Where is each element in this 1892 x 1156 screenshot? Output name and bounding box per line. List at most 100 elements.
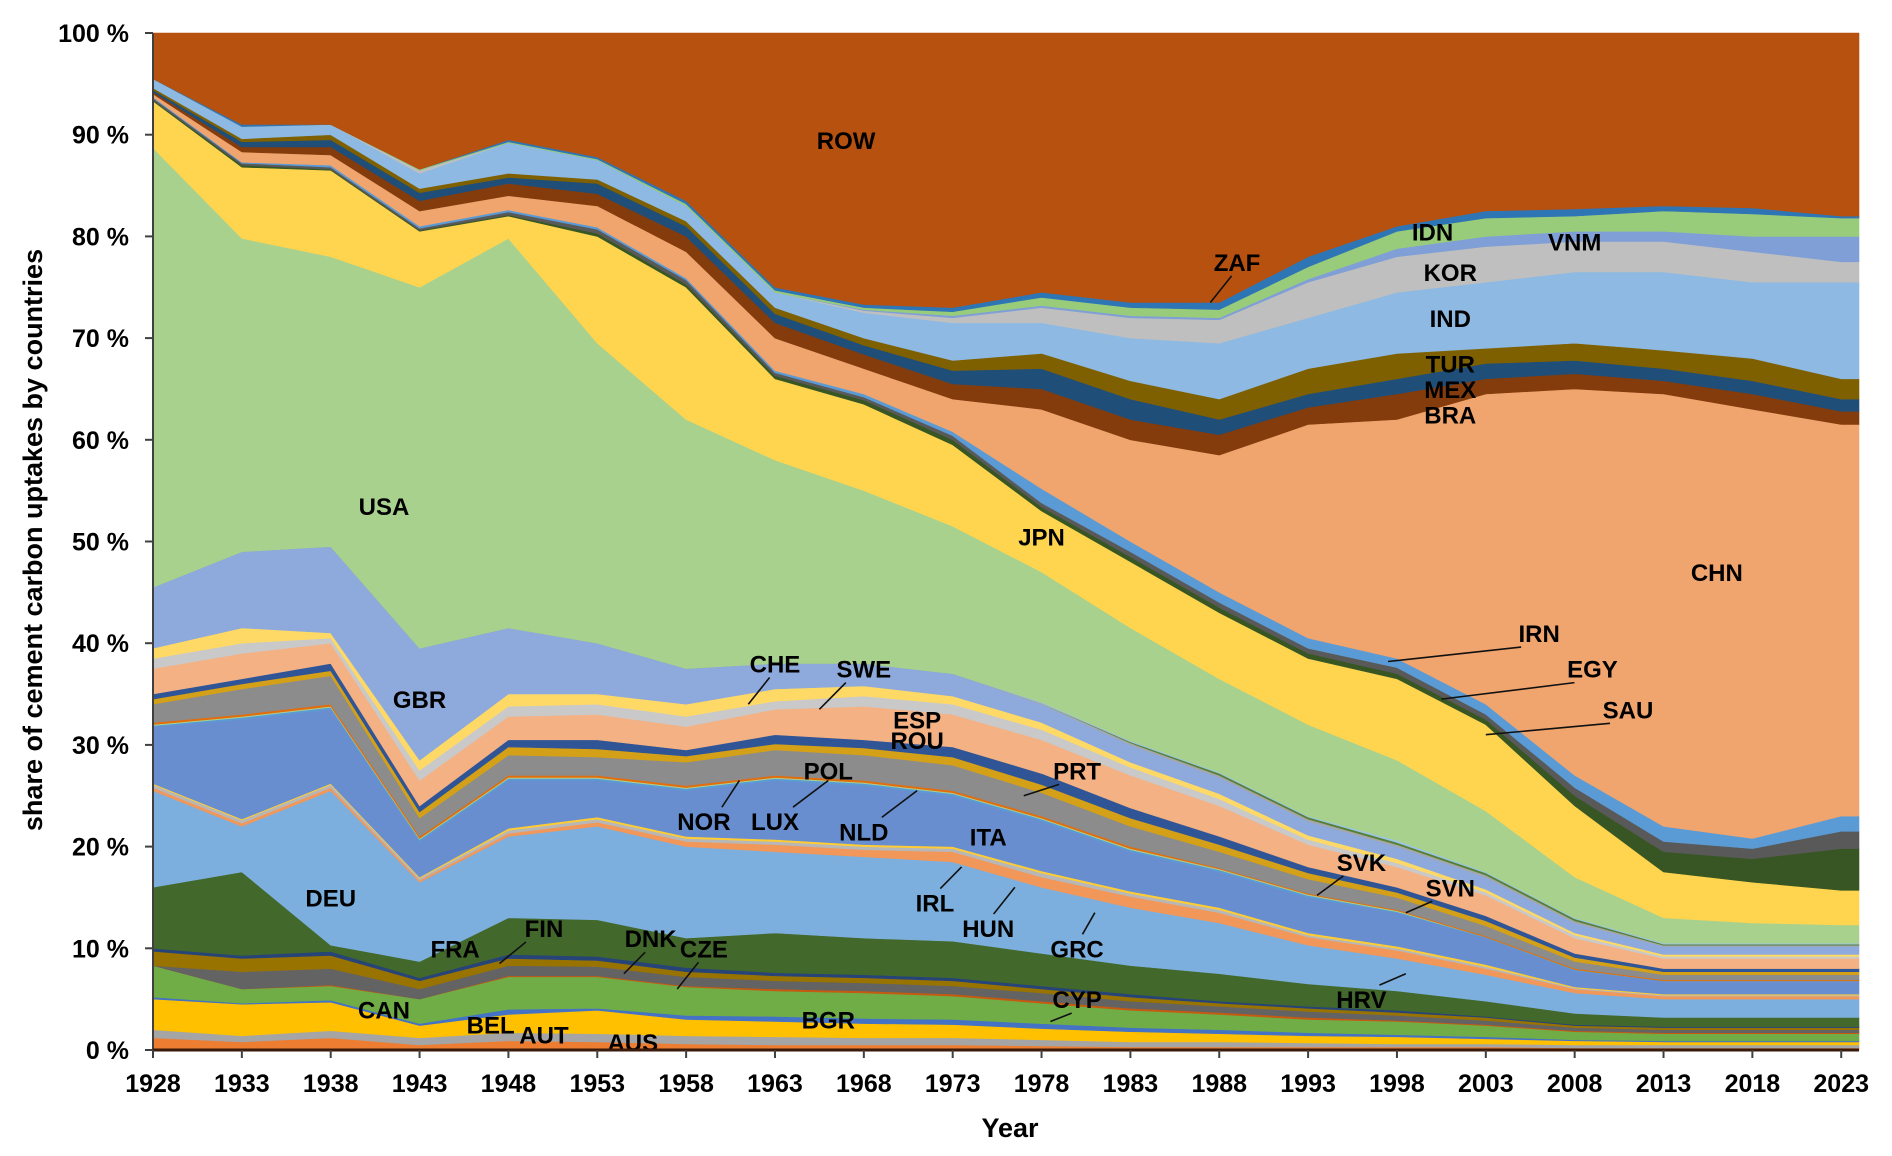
- leader-line-svn: [1405, 900, 1433, 914]
- y-tick-label: 60 %: [72, 427, 129, 455]
- area-label-swe: SWE: [836, 657, 891, 684]
- x-tick-label: 1938: [303, 1070, 359, 1098]
- x-tick-label: 2018: [1725, 1070, 1781, 1098]
- area-label-aut: AUT: [519, 1023, 569, 1050]
- leader-line-irn: [1387, 646, 1522, 663]
- area-label-irl: IRL: [916, 891, 955, 918]
- label-leader-lines: [499, 275, 1611, 1023]
- x-tick-label: 1983: [1103, 1070, 1159, 1098]
- leader-line-svk: [1316, 875, 1344, 897]
- area-label-fra: FRA: [430, 936, 479, 963]
- y-tick-label: 10 %: [72, 935, 129, 963]
- area-label-jpn: JPN: [1018, 524, 1065, 551]
- x-tick-label: 1928: [125, 1070, 181, 1098]
- area-label-deu: DEU: [305, 885, 356, 912]
- area-label-zaf: ZAF: [1214, 250, 1261, 277]
- leader-line-grc: [1081, 912, 1096, 935]
- area-label-che: CHE: [750, 652, 801, 679]
- area-label-bra: BRA: [1424, 402, 1476, 429]
- leader-line-cyp: [1050, 1012, 1072, 1023]
- area-label-dnk: DNK: [625, 926, 678, 953]
- leader-line-irl: [939, 866, 963, 890]
- area-label-hrv: HRV: [1336, 987, 1386, 1014]
- leader-line-nor: [721, 780, 741, 808]
- area-label-grc: GRC: [1050, 936, 1103, 963]
- area-label-tur: TUR: [1426, 352, 1475, 379]
- leader-line-che: [747, 677, 771, 705]
- leader-line-hrv: [1379, 972, 1407, 986]
- x-tick-label: 1943: [392, 1070, 448, 1098]
- y-tick-label: 50 %: [72, 529, 129, 557]
- x-tick-label: 1993: [1280, 1070, 1336, 1098]
- leader-line-lux: [792, 779, 829, 808]
- area-label-mex: MEX: [1424, 377, 1476, 404]
- x-tick-label: 1963: [747, 1070, 803, 1098]
- x-tick-label: 1958: [658, 1070, 714, 1098]
- area-label-row: ROW: [817, 128, 876, 155]
- x-tick-label: 1948: [481, 1070, 537, 1098]
- area-label-chn: CHN: [1691, 560, 1743, 587]
- area-label-kor: KOR: [1424, 260, 1477, 287]
- y-tick-label: 40 %: [72, 630, 129, 658]
- x-ticks: 1928 1933 1938 1943 1948 1953 1958 1963 1968 1973…: [125, 1050, 1869, 1098]
- area-label-cze: CZE: [680, 936, 728, 963]
- y-tick-label: 100 %: [58, 20, 129, 48]
- y-ticks: 0 % 10 % 20 % 30 % 40 % 50 % 60 % 70 % 80 % 90 % 1…: [58, 20, 153, 1065]
- leader-line-nld: [881, 790, 918, 818]
- area-label-hun: HUN: [962, 916, 1014, 943]
- x-tick-label: 1973: [925, 1070, 981, 1098]
- leader-line-sau: [1485, 722, 1611, 736]
- area-label-egy: EGY: [1567, 657, 1618, 684]
- x-tick-label: 1933: [214, 1070, 270, 1098]
- leader-line-cze: [676, 961, 700, 990]
- area-label-idn: IDN: [1412, 219, 1453, 246]
- area-label-nor: NOR: [677, 809, 730, 836]
- area-label-svn: SVN: [1426, 875, 1475, 902]
- leader-line-swe: [818, 682, 847, 710]
- area-label-prt: PRT: [1053, 758, 1101, 785]
- area-label-svk: SVK: [1337, 850, 1387, 877]
- leader-line-dnk: [623, 951, 646, 975]
- area-label-cyp: CYP: [1052, 987, 1101, 1014]
- x-tick-label: 1988: [1191, 1070, 1247, 1098]
- leader-line-egy: [1441, 681, 1575, 700]
- area-label-aus: AUS: [607, 1030, 658, 1057]
- area-layers: [152, 32, 1860, 1051]
- leader-line-zaf: [1209, 275, 1233, 304]
- leader-line-hun: [993, 886, 1016, 915]
- y-axis-title: share of cement carbon uptakes by countr…: [18, 249, 48, 831]
- area-label-usa: USA: [359, 494, 410, 521]
- y-tick-label: 80 %: [72, 223, 129, 251]
- x-tick-label: 2023: [1813, 1070, 1869, 1098]
- x-tick-label: 1998: [1369, 1070, 1425, 1098]
- area-label-can: CAN: [358, 997, 410, 1024]
- area-row: [152, 32, 1860, 308]
- leader-line-fin: [499, 941, 527, 965]
- leader-line-prt: [1023, 783, 1060, 797]
- area-label-bel: BEL: [467, 1013, 515, 1040]
- area-label-ind: IND: [1430, 306, 1471, 333]
- area-label-pol: POL: [804, 758, 853, 785]
- area-label-sau: SAU: [1603, 697, 1654, 724]
- area-label-lux: LUX: [751, 809, 799, 836]
- x-tick-label: 2013: [1636, 1070, 1692, 1098]
- x-tick-label: 1953: [569, 1070, 625, 1098]
- area-label-fin: FIN: [525, 916, 564, 943]
- y-tick-label: 70 %: [72, 325, 129, 353]
- x-axis-title: Year: [981, 1113, 1039, 1143]
- area-label-irn: IRN: [1518, 621, 1559, 648]
- area-label-esp: ESP: [893, 707, 941, 734]
- area-label-rou: ROU: [890, 728, 943, 755]
- area-label-nld: NLD: [839, 819, 888, 846]
- x-tick-label: 2003: [1458, 1070, 1514, 1098]
- y-tick-label: 20 %: [72, 834, 129, 862]
- area-label-ita: ITA: [970, 824, 1007, 851]
- x-tick-label: 2008: [1547, 1070, 1603, 1098]
- area-label-vnm: VNM: [1548, 229, 1601, 256]
- x-tick-label: 1978: [1014, 1070, 1070, 1098]
- area-label-bgr: BGR: [802, 1007, 855, 1034]
- area-label-gbr: GBR: [393, 687, 446, 714]
- y-tick-label: 0 %: [86, 1037, 129, 1065]
